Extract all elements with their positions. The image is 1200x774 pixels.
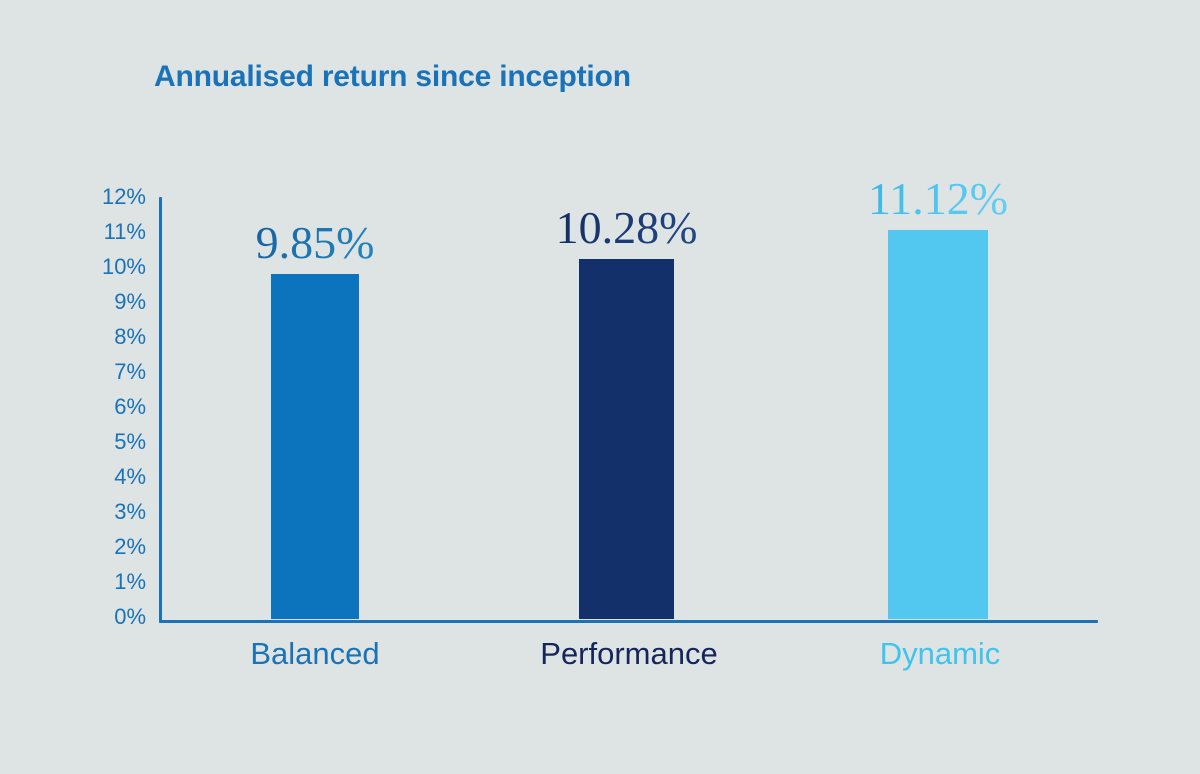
bar-dynamic[interactable]	[888, 229, 988, 619]
chart-title: Annualised return since inception	[154, 60, 631, 93]
y-tick-label: 3%	[114, 499, 146, 524]
bar-value-label-balanced: 9.85%	[165, 220, 465, 266]
x-axis-line	[159, 620, 1098, 623]
y-tick-label: 9%	[114, 289, 146, 314]
y-tick-label: 12%	[101, 184, 146, 209]
y-tick-label: 8%	[114, 324, 146, 349]
y-tick-label: 7%	[114, 359, 146, 384]
bar-balanced[interactable]	[271, 274, 359, 619]
y-tick-label: 1%	[114, 569, 146, 594]
y-tick-label: 0%	[114, 604, 146, 629]
y-tick-label: 2%	[114, 534, 146, 559]
y-axis-tick-labels: 12% 11% 10% 9% 8% 7% 6% 5% 4% 3% 2% 1% 0…	[90, 186, 146, 636]
plot-area	[159, 197, 1098, 623]
category-label-dynamic: Dynamic	[879, 636, 1001, 671]
y-tick-label: 6%	[114, 394, 146, 419]
bar-performance[interactable]	[579, 259, 674, 619]
y-tick-label: 10%	[101, 254, 146, 279]
y-tick-label: 4%	[114, 464, 146, 489]
category-label-balanced: Balanced	[250, 636, 380, 671]
y-tick-label: 5%	[114, 429, 146, 454]
y-tick-label: 11%	[103, 219, 146, 244]
y-axis-line	[159, 197, 162, 622]
bar-value-label-performance: 10.28%	[477, 205, 777, 251]
category-label-performance: Performance	[540, 636, 718, 671]
bar-value-label-dynamic: 11.12%	[788, 175, 1088, 222]
